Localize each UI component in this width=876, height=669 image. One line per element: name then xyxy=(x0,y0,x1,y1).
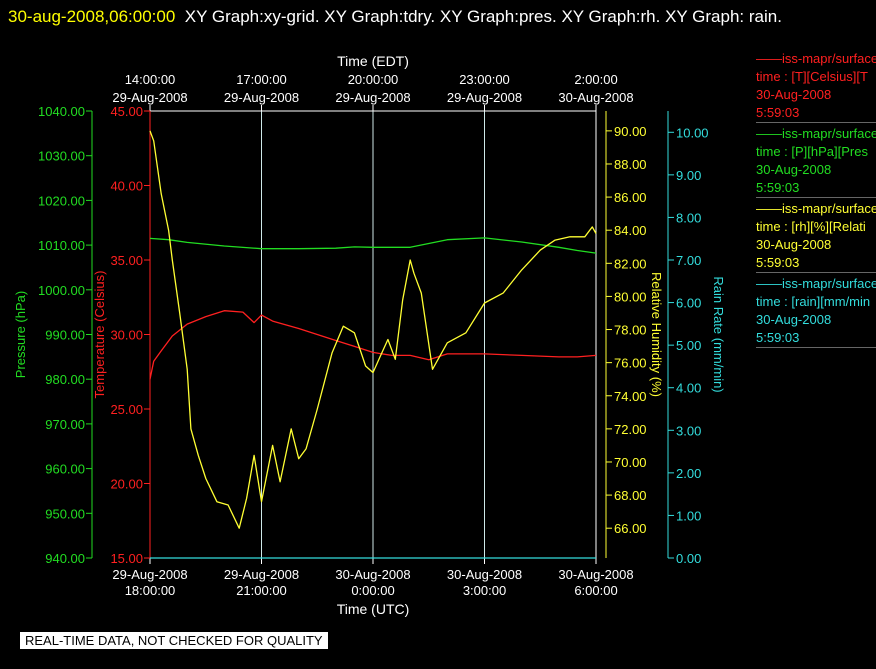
rh-axis-label: Relative Humidity (%) xyxy=(649,272,664,397)
x-tick-label-time: 6:00:00 xyxy=(574,583,617,598)
rain-axis-label: Rain Rate (mm/min) xyxy=(711,276,726,392)
legend-date: 30-Aug-2008 xyxy=(756,312,832,327)
legend-date: 30-Aug-2008 xyxy=(756,237,832,252)
rh-tick-label: 78.00 xyxy=(614,323,647,338)
legend-item-pressure: ——iss-mapr/surface time : [P][hPa][Pres … xyxy=(756,125,876,198)
pressure-tick-label: 1020.00 xyxy=(38,193,85,208)
legend: ——iss-mapr/surface time : [T][Celsius][T… xyxy=(756,50,876,350)
pressure-axis-label: Pressure (hPa) xyxy=(13,291,28,378)
rain-tick-label: 8.00 xyxy=(676,210,701,225)
legend-time: 5:59:03 xyxy=(756,105,800,120)
x-tick-label-date: 30-Aug-2008 xyxy=(447,567,522,582)
rh-tick-label: 66.00 xyxy=(614,521,647,536)
rain-tick-label: 9.00 xyxy=(676,168,701,183)
temperature-axis-label: Temperature (Celsius) xyxy=(92,271,107,399)
temperature-tick-label: 20.00 xyxy=(110,477,143,492)
x-tick-label-time: 3:00:00 xyxy=(463,583,506,598)
rain-tick-label: 0.00 xyxy=(676,551,701,566)
rain-tick-label: 5.00 xyxy=(676,338,701,353)
rain-tick-label: 2.00 xyxy=(676,466,701,481)
top-x-tick-label-date: 29-Aug-2008 xyxy=(335,90,410,105)
legend-item-rh: ——iss-mapr/surface time : [rh][%][Relati… xyxy=(756,200,876,273)
header-timestamp: 30-aug-2008,06:00:00 xyxy=(8,7,176,26)
temperature-tick-label: 40.00 xyxy=(110,179,143,194)
legend-line-1: ——iss-mapr/surface xyxy=(756,126,876,141)
x-tick-label-date: 29-Aug-2008 xyxy=(224,567,299,582)
rh-tick-label: 76.00 xyxy=(614,356,647,371)
legend-line-2: time : [P][hPa][Pres xyxy=(756,144,868,159)
rain-tick-label: 6.00 xyxy=(676,296,701,311)
legend-time: 5:59:03 xyxy=(756,255,800,270)
top-x-tick-label-date: 29-Aug-2008 xyxy=(112,90,187,105)
legend-line-1: ——iss-mapr/surface xyxy=(756,276,876,291)
legend-item-rain: ——iss-mapr/surface time : [rain][mm/min … xyxy=(756,275,876,348)
rh-tick-label: 70.00 xyxy=(614,455,647,470)
temperature-tick-label: 15.00 xyxy=(110,551,143,566)
rh-tick-label: 86.00 xyxy=(614,190,647,205)
rh-tick-label: 90.00 xyxy=(614,124,647,139)
pressure-tick-label: 1010.00 xyxy=(38,238,85,253)
rh-tick-label: 88.00 xyxy=(614,157,647,172)
rain-tick-label: 3.00 xyxy=(676,423,701,438)
temperature-tick-label: 30.00 xyxy=(110,328,143,343)
rh-series-line xyxy=(149,130,597,529)
legend-line-2: time : [T][Celsius][T xyxy=(756,69,868,84)
top-x-tick-label-date: 30-Aug-2008 xyxy=(558,90,633,105)
temperature-tick-label: 45.00 xyxy=(110,104,143,119)
pressure-series-line xyxy=(149,237,597,254)
legend-item-temperature: ——iss-mapr/surface time : [T][Celsius][T… xyxy=(756,50,876,123)
x-tick-label-time: 0:00:00 xyxy=(351,583,394,598)
x-tick-label-time: 21:00:00 xyxy=(236,583,287,598)
top-x-tick-label-date: 29-Aug-2008 xyxy=(224,90,299,105)
legend-time: 5:59:03 xyxy=(756,330,800,345)
top-x-tick-label-time: 14:00:00 xyxy=(125,72,176,87)
x-tick-label-date: 29-Aug-2008 xyxy=(112,567,187,582)
x-axis-label: Time (UTC) xyxy=(337,601,410,617)
rain-tick-label: 7.00 xyxy=(676,253,701,268)
pressure-tick-label: 940.00 xyxy=(45,551,85,566)
rh-tick-label: 68.00 xyxy=(614,488,647,503)
top-x-tick-label-time: 20:00:00 xyxy=(348,72,399,87)
temperature-tick-label: 25.00 xyxy=(110,402,143,417)
legend-line-1: ——iss-mapr/surface xyxy=(756,51,876,66)
top-x-tick-label-date: 29-Aug-2008 xyxy=(447,90,522,105)
quality-warning: REAL-TIME DATA, NOT CHECKED FOR QUALITY xyxy=(20,632,328,649)
rain-tick-label: 1.00 xyxy=(676,508,701,523)
top-x-tick-label-time: 23:00:00 xyxy=(459,72,510,87)
legend-date: 30-Aug-2008 xyxy=(756,162,832,177)
legend-line-1: ——iss-mapr/surface xyxy=(756,201,876,216)
pressure-tick-label: 1000.00 xyxy=(38,283,85,298)
pressure-tick-label: 1030.00 xyxy=(38,149,85,164)
rh-tick-label: 84.00 xyxy=(614,223,647,238)
top-x-tick-label-time: 17:00:00 xyxy=(236,72,287,87)
top-x-tick-label-time: 2:00:00 xyxy=(574,72,617,87)
temperature-tick-label: 35.00 xyxy=(110,253,143,268)
rh-tick-label: 82.00 xyxy=(614,256,647,271)
x-tick-label-date: 30-Aug-2008 xyxy=(558,567,633,582)
header-graph-list: XY Graph:xy-grid. XY Graph:tdry. XY Grap… xyxy=(184,7,782,26)
rh-tick-label: 74.00 xyxy=(614,389,647,404)
legend-date: 30-Aug-2008 xyxy=(756,87,832,102)
legend-line-2: time : [rain][mm/min xyxy=(756,294,871,309)
rh-tick-label: 72.00 xyxy=(614,422,647,437)
pressure-tick-label: 980.00 xyxy=(45,372,85,387)
pressure-tick-label: 960.00 xyxy=(45,462,85,477)
temperature-series-line xyxy=(149,310,597,380)
pressure-tick-label: 970.00 xyxy=(45,417,85,432)
rh-tick-label: 80.00 xyxy=(614,289,647,304)
rain-tick-label: 4.00 xyxy=(676,381,701,396)
top-axis-label: Time (EDT) xyxy=(337,53,409,69)
pressure-tick-label: 950.00 xyxy=(45,506,85,521)
legend-line-2: time : [rh][%][Relati xyxy=(756,219,866,234)
rain-tick-label: 10.00 xyxy=(676,125,709,140)
pressure-tick-label: 990.00 xyxy=(45,328,85,343)
pressure-tick-label: 1040.00 xyxy=(38,104,85,119)
legend-time: 5:59:03 xyxy=(756,180,800,195)
graph-header: 30-aug-2008,06:00:00 XY Graph:xy-grid. X… xyxy=(8,2,858,32)
x-tick-label-time: 18:00:00 xyxy=(125,583,176,598)
x-tick-label-date: 30-Aug-2008 xyxy=(335,567,410,582)
